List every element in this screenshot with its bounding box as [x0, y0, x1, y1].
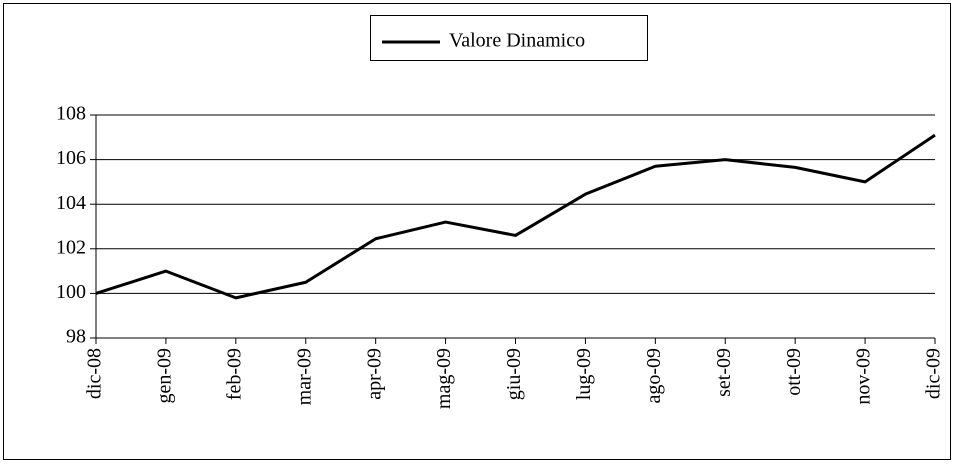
y-tick-label: 104 — [56, 192, 86, 214]
chart-border — [3, 3, 951, 460]
x-tick-label: set-09 — [713, 348, 735, 397]
data-line — [95, 133, 936, 300]
x-tick-label: dic-09 — [923, 348, 945, 399]
x-tick-label: nov-09 — [853, 348, 875, 405]
x-tick-label: gen-09 — [154, 348, 176, 404]
x-tick-label: dic-08 — [84, 348, 106, 399]
x-tick-label: ago-09 — [643, 348, 665, 404]
x-tick-label: mag-09 — [433, 348, 455, 409]
legend-label: Valore Dinamico — [449, 30, 585, 52]
legend-box — [370, 15, 648, 61]
x-tick-label: giu-09 — [503, 348, 525, 400]
x-tick-label: lug-09 — [573, 348, 595, 400]
y-tick-label: 102 — [56, 236, 86, 258]
x-tick-label: mar-09 — [293, 348, 315, 405]
x-tick-label: feb-09 — [223, 348, 245, 400]
x-tick-label: ott-09 — [783, 348, 805, 396]
y-tick-label: 106 — [56, 147, 86, 169]
y-tick-label: 108 — [56, 103, 86, 125]
x-tick-label: apr-09 — [363, 348, 385, 400]
y-tick-label: 100 — [56, 281, 86, 303]
y-tick-label: 98 — [66, 326, 86, 348]
